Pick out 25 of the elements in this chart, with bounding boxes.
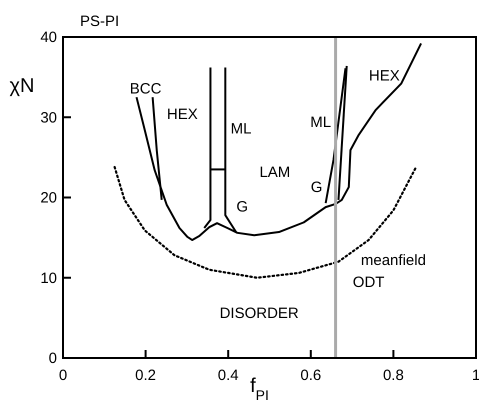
x-tick-label: 0.4 xyxy=(218,367,239,384)
annotation: HEX xyxy=(166,106,198,124)
annotation: G xyxy=(236,198,248,216)
annotation: HEX xyxy=(368,68,400,85)
annotation: LAM xyxy=(259,164,290,181)
annotation: ODT xyxy=(352,274,384,291)
x-tick-label: 0 xyxy=(58,367,68,384)
annotation: DISORDER xyxy=(220,305,299,322)
x-tick-label: 0.2 xyxy=(135,367,156,384)
y-tick-label: 0 xyxy=(48,350,57,367)
chart-title: PS-PI xyxy=(80,13,120,30)
x-tick-label: 1 xyxy=(472,367,479,384)
annotation: BCC xyxy=(130,80,162,98)
y-axis-title: χN xyxy=(10,75,34,98)
annotation: meanfield xyxy=(360,252,426,270)
y-tick-label: 30 xyxy=(40,109,57,126)
annotation: G xyxy=(310,179,322,196)
y-tick-label: 10 xyxy=(40,270,57,287)
annotation: ML xyxy=(230,120,252,138)
x-axis-title: f$_{PI}$ xyxy=(250,375,269,402)
x-tick-label: 0.8 xyxy=(382,367,404,384)
x-tick-label: 0.6 xyxy=(300,367,322,384)
y-tick-label: 40 xyxy=(40,29,57,46)
y-tick-label: 20 xyxy=(40,190,57,206)
annotation: ML xyxy=(310,114,332,132)
